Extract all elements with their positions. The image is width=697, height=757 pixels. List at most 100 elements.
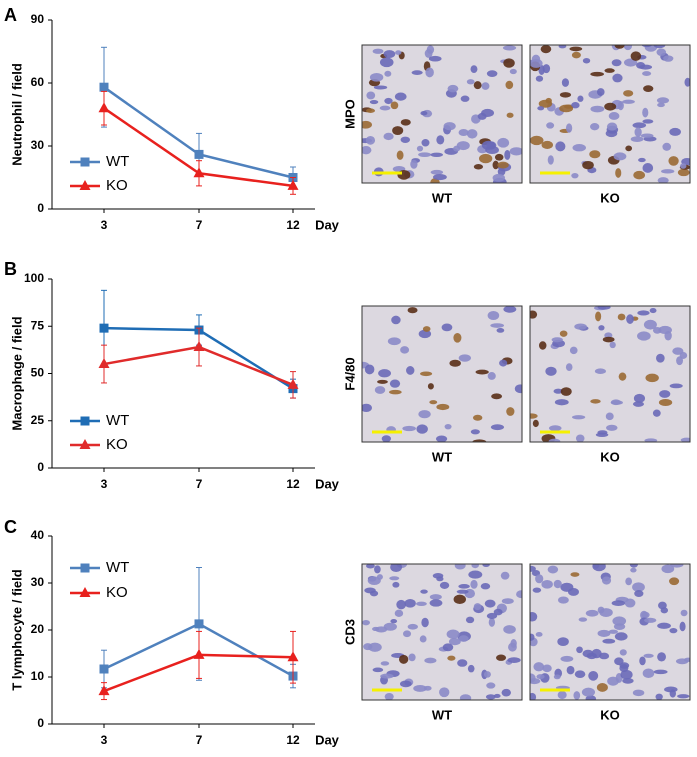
nucleus <box>532 587 542 593</box>
stained-cell <box>505 80 514 90</box>
nucleus <box>632 582 645 592</box>
y-tick-label: 0 <box>37 460 44 474</box>
marker <box>80 416 90 426</box>
nucleus <box>487 372 496 380</box>
nucleus <box>680 163 687 169</box>
nucleus <box>632 401 644 407</box>
nucleus <box>486 682 496 689</box>
stained-cell <box>478 153 493 164</box>
nucleus <box>415 601 427 607</box>
tissue <box>362 45 522 183</box>
stained-cell <box>590 399 601 404</box>
marker <box>79 587 91 597</box>
x-tick-label: 7 <box>196 733 203 747</box>
stained-cell <box>400 119 411 126</box>
stained-cell <box>595 311 602 322</box>
nucleus <box>680 437 690 442</box>
nucleus <box>426 45 435 54</box>
nucleus <box>637 331 651 341</box>
nucleus <box>626 314 634 324</box>
image-label: WT <box>432 449 452 464</box>
nucleus <box>594 368 607 374</box>
stain-label: CD3 <box>342 619 357 645</box>
stained-cell <box>473 81 482 90</box>
stained-cell <box>506 112 514 118</box>
panel-label: C <box>4 517 17 537</box>
stained-cell <box>472 414 483 421</box>
nucleus <box>614 632 628 641</box>
marker <box>99 664 109 674</box>
nucleus <box>669 127 681 136</box>
micrograph <box>529 44 691 184</box>
y-tick-label: 20 <box>31 622 45 636</box>
y-tick-label: 75 <box>31 318 45 332</box>
nucleus <box>574 323 587 330</box>
image-label: WT <box>432 707 452 722</box>
nucleus <box>420 589 428 594</box>
stained-cell <box>390 101 399 110</box>
nucleus <box>643 653 654 658</box>
nucleus <box>644 438 658 442</box>
micrograph <box>529 305 691 443</box>
nucleus <box>404 598 416 608</box>
y-tick-label: 0 <box>37 716 44 730</box>
nucleus <box>533 662 545 672</box>
nucleus <box>400 136 411 143</box>
nucleus <box>368 642 382 652</box>
legend-label: WT <box>106 153 129 170</box>
marker <box>80 563 90 573</box>
stained-cell <box>496 654 507 661</box>
nucleus <box>557 690 567 700</box>
nucleus <box>504 149 511 160</box>
stained-cell <box>559 104 574 113</box>
nucleus <box>644 617 657 623</box>
nucleus <box>503 625 516 634</box>
stained-cell <box>625 145 633 152</box>
nucleus <box>390 618 398 624</box>
nucleus <box>672 347 684 355</box>
stained-cell <box>559 92 572 98</box>
nucleus <box>384 97 393 105</box>
nucleus <box>630 136 644 142</box>
nucleus <box>425 67 434 78</box>
nucleus <box>661 564 675 574</box>
nucleus <box>632 689 645 697</box>
nucleus <box>582 649 594 658</box>
nucleus <box>454 564 466 570</box>
stained-cell <box>538 99 553 108</box>
nucleus <box>656 48 667 56</box>
nucleus <box>641 45 652 48</box>
nucleus <box>394 92 407 101</box>
nucleus <box>554 399 569 406</box>
nucleus <box>456 589 469 594</box>
nucleus <box>392 581 400 588</box>
stained-cell <box>645 373 659 383</box>
y-tick-label: 30 <box>31 575 45 589</box>
nucleus <box>502 45 517 51</box>
stained-cell <box>538 341 547 350</box>
stained-cell <box>398 654 409 664</box>
nucleus <box>369 72 384 82</box>
stained-cell <box>377 379 388 384</box>
nucleus <box>418 410 431 419</box>
y-tick-label: 90 <box>31 12 45 26</box>
nucleus <box>369 590 379 597</box>
micrograph-border <box>361 563 523 701</box>
stained-cell <box>407 307 418 314</box>
nucleus <box>596 88 605 96</box>
nucleus <box>441 323 453 332</box>
nucleus <box>399 680 412 688</box>
stained-cell <box>472 439 487 442</box>
nucleus <box>487 310 500 321</box>
nucleus <box>680 609 688 617</box>
nucleus <box>396 599 406 610</box>
nucleus <box>497 167 506 176</box>
nucleus <box>380 673 394 679</box>
marker <box>287 651 299 662</box>
nucleus <box>418 152 432 158</box>
nucleus <box>429 599 443 607</box>
nucleus <box>389 576 400 581</box>
nucleus <box>458 354 471 362</box>
nucleus <box>659 390 671 398</box>
nucleus <box>558 45 567 49</box>
